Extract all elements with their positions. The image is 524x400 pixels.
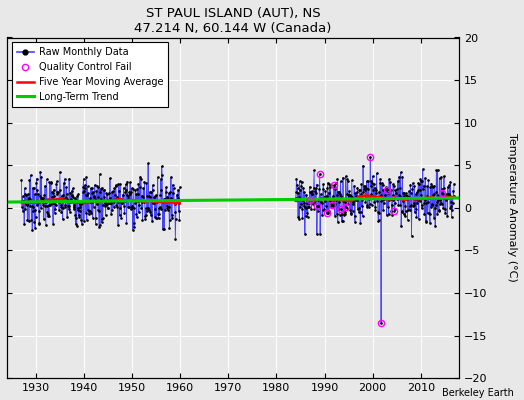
Y-axis label: Temperature Anomaly (°C): Temperature Anomaly (°C) [507,134,517,282]
Legend: Raw Monthly Data, Quality Control Fail, Five Year Moving Average, Long-Term Tren: Raw Monthly Data, Quality Control Fail, … [12,42,168,107]
Text: Berkeley Earth: Berkeley Earth [442,388,514,398]
Title: ST PAUL ISLAND (AUT), NS
47.214 N, 60.144 W (Canada): ST PAUL ISLAND (AUT), NS 47.214 N, 60.14… [135,7,332,35]
